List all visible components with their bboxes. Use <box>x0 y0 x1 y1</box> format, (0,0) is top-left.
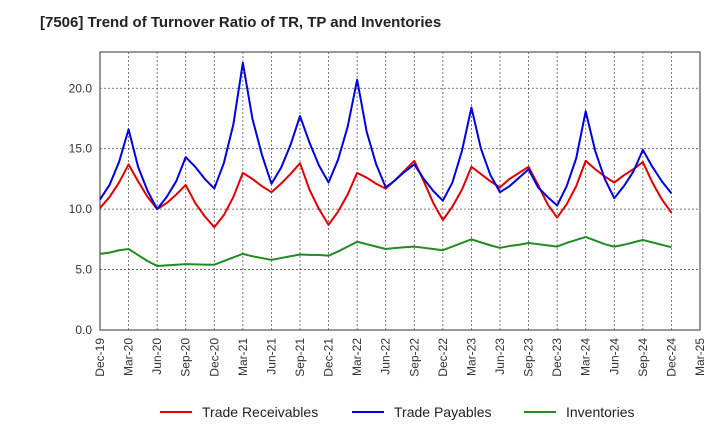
x-tick-label: Dec-22 <box>436 338 450 377</box>
legend-swatch-inventories <box>524 411 556 413</box>
x-tick-label: Mar-20 <box>122 338 136 376</box>
legend-item-trade-receivables: Trade Receivables <box>160 404 318 420</box>
y-tick-label: 5.0 <box>75 263 92 277</box>
x-tick-label: Jun-22 <box>379 338 393 375</box>
legend-item-inventories: Inventories <box>524 404 634 420</box>
y-tick-label: 0.0 <box>75 323 92 337</box>
legend-label-trade-receivables: Trade Receivables <box>202 404 319 420</box>
x-tick-label: Jun-20 <box>150 338 164 375</box>
x-tick-label: Jun-24 <box>607 338 621 375</box>
x-tick-label: Sep-22 <box>407 338 421 377</box>
legend-swatch-trade-payables <box>352 411 384 413</box>
x-tick-label: Dec-21 <box>322 338 336 377</box>
series-line-trade-receivables <box>99 159 673 229</box>
x-tick-label: Mar-21 <box>236 338 250 376</box>
x-tick-label: Sep-21 <box>293 338 307 377</box>
x-tick-label: Mar-24 <box>579 338 593 376</box>
x-tick-label: Jun-21 <box>264 338 278 375</box>
x-tick-label: Jun-23 <box>493 338 507 375</box>
x-tick-label: Sep-23 <box>522 338 536 377</box>
legend-label-inventories: Inventories <box>566 404 635 420</box>
x-tick-label: Dec-23 <box>550 338 564 377</box>
y-tick-label: 20.0 <box>69 81 93 95</box>
legend-swatch-trade-receivables <box>160 411 192 413</box>
x-tick-label: Sep-24 <box>636 338 650 377</box>
y-tick-label: 15.0 <box>69 142 93 156</box>
x-tick-label: Mar-25 <box>693 338 707 376</box>
plot-frame <box>99 51 701 331</box>
x-tick-label: Dec-19 <box>93 338 107 377</box>
series-line-trade-payables <box>99 61 673 211</box>
x-tick-label: Mar-23 <box>464 338 478 376</box>
x-tick-label: Sep-20 <box>179 338 193 377</box>
y-tick-label: 10.0 <box>69 202 93 216</box>
x-tick-label: Dec-20 <box>207 338 221 377</box>
legend-label-trade-payables: Trade Payables <box>394 404 492 420</box>
x-tick-label: Dec-24 <box>664 338 678 377</box>
series-line-inventories <box>99 235 672 267</box>
x-tick-label: Mar-22 <box>350 338 364 376</box>
chart-title: [7506] Trend of Turnover Ratio of TR, TP… <box>40 14 442 31</box>
legend-item-trade-payables: Trade Payables <box>352 404 492 420</box>
legend: Trade Receivables Trade Payables Invento… <box>0 404 720 426</box>
